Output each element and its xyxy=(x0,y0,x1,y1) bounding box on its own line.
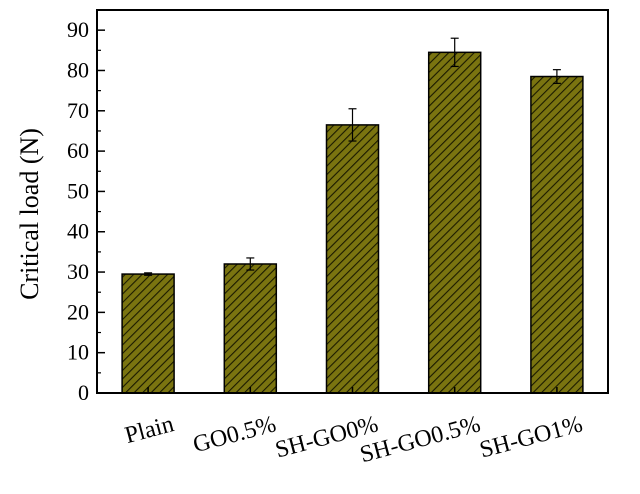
y-tick-label: 70 xyxy=(67,98,89,123)
y-tick-label: 90 xyxy=(67,17,89,42)
y-tick-label: 30 xyxy=(67,259,89,284)
y-tick-label: 60 xyxy=(67,138,89,163)
y-axis-title: Critical load (N) xyxy=(15,128,44,300)
x-category-label: GO0.5% xyxy=(190,411,279,458)
bar-sh-go0-5- xyxy=(427,51,482,394)
y-tick-label: 50 xyxy=(67,178,89,203)
bar-go0-5- xyxy=(223,263,278,394)
y-tick-label: 10 xyxy=(67,340,89,365)
bar-sh-go1- xyxy=(530,75,584,394)
x-category-label: Plain xyxy=(122,411,176,449)
bar-plain xyxy=(121,273,175,394)
x-category-label: SH-GO1% xyxy=(477,411,585,463)
y-tick-label: 80 xyxy=(67,57,89,82)
y-tick-label: 40 xyxy=(67,219,89,244)
y-tick-label: 0 xyxy=(78,380,89,405)
y-tick-label: 20 xyxy=(67,299,89,324)
bar-sh-go0- xyxy=(325,124,380,394)
plot-frame xyxy=(96,9,609,394)
